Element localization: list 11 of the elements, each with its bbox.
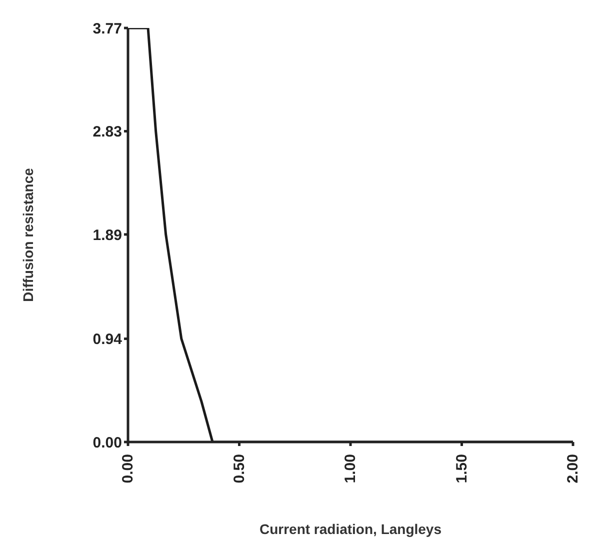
y-tick-label: 3.77 xyxy=(92,20,122,38)
y-axis-title: Diffusion resistance xyxy=(20,168,36,302)
y-tick-label: 2.83 xyxy=(92,124,122,141)
y-tick-label: 0.00 xyxy=(92,434,122,452)
x-tick-label: 1.50 xyxy=(453,454,470,484)
x-tick-label: 0.50 xyxy=(230,454,248,484)
y-tick-label: 0.94 xyxy=(92,331,123,348)
x-axis-title: Current radiation, Langleys xyxy=(259,521,442,537)
y-tick-label: 1.89 xyxy=(92,226,122,244)
x-tick-label: 1.00 xyxy=(342,454,359,484)
x-tick-label: 2.00 xyxy=(564,454,582,484)
